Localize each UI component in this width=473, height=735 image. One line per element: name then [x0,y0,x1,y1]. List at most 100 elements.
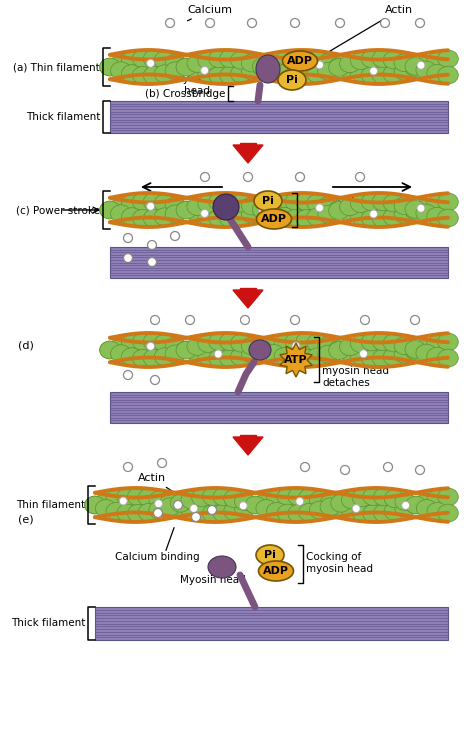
Ellipse shape [307,194,327,212]
Ellipse shape [282,51,317,71]
Ellipse shape [374,504,394,522]
Text: ADP: ADP [263,566,289,576]
Ellipse shape [384,490,405,508]
Ellipse shape [132,193,153,211]
Ellipse shape [285,50,306,68]
Text: (d): (d) [18,340,34,350]
Text: ATP attaches to: ATP attaches to [322,342,403,352]
Ellipse shape [427,347,447,365]
Ellipse shape [174,501,183,509]
Ellipse shape [256,209,291,229]
Ellipse shape [318,197,338,215]
Ellipse shape [111,345,131,362]
Ellipse shape [187,54,208,72]
Text: Thin filament: Thin filament [16,500,85,510]
Ellipse shape [235,492,255,510]
Ellipse shape [416,204,437,222]
Ellipse shape [315,61,324,69]
Ellipse shape [427,207,447,225]
Ellipse shape [318,205,338,223]
Ellipse shape [415,18,424,27]
Ellipse shape [438,193,458,211]
Ellipse shape [85,496,105,514]
Ellipse shape [406,496,426,514]
Ellipse shape [247,18,256,27]
Ellipse shape [235,500,255,517]
Ellipse shape [263,338,284,356]
Ellipse shape [254,191,282,211]
Ellipse shape [244,173,253,182]
Ellipse shape [383,51,404,69]
Ellipse shape [122,334,142,352]
Ellipse shape [147,60,155,68]
Ellipse shape [296,66,316,85]
Ellipse shape [241,197,262,215]
Ellipse shape [369,210,377,218]
Ellipse shape [149,501,169,519]
Ellipse shape [296,193,316,210]
Text: myosin head: myosin head [306,564,373,574]
Ellipse shape [352,489,373,506]
Ellipse shape [340,204,360,222]
Ellipse shape [288,504,308,523]
Ellipse shape [253,59,273,76]
Ellipse shape [361,349,382,367]
Ellipse shape [187,337,208,356]
Ellipse shape [241,62,262,80]
Ellipse shape [285,193,306,211]
Ellipse shape [241,54,262,72]
Bar [110,101,448,133]
Ellipse shape [363,504,384,523]
Ellipse shape [288,487,308,506]
Ellipse shape [165,197,186,215]
Ellipse shape [100,201,120,219]
Ellipse shape [149,491,169,509]
Ellipse shape [219,50,240,68]
Ellipse shape [416,198,437,216]
Ellipse shape [405,202,426,220]
Ellipse shape [394,197,415,215]
Ellipse shape [198,207,219,226]
Ellipse shape [380,18,389,27]
Ellipse shape [100,201,120,219]
Ellipse shape [296,333,316,351]
Ellipse shape [411,315,420,324]
Ellipse shape [315,204,324,212]
Ellipse shape [85,496,105,514]
Text: Myosin head: Myosin head [180,575,246,585]
Ellipse shape [267,503,287,520]
Ellipse shape [190,504,198,512]
Ellipse shape [438,504,458,522]
Ellipse shape [256,55,280,83]
Text: Actin: Actin [138,473,173,492]
Ellipse shape [165,337,186,355]
Ellipse shape [201,66,209,74]
Text: ATP: ATP [284,355,308,365]
Ellipse shape [219,209,240,227]
Ellipse shape [176,201,197,219]
Text: Actin: Actin [323,5,413,56]
Ellipse shape [205,18,214,27]
Ellipse shape [438,333,458,351]
Ellipse shape [296,349,316,368]
Ellipse shape [329,201,349,220]
Polygon shape [280,343,312,377]
Ellipse shape [274,207,295,225]
Ellipse shape [438,349,458,367]
Ellipse shape [438,66,458,84]
Ellipse shape [219,66,240,85]
Ellipse shape [361,333,382,351]
Text: (a) Thin filament: (a) Thin filament [13,62,100,72]
Ellipse shape [352,504,360,512]
Ellipse shape [154,65,175,82]
Ellipse shape [165,54,186,72]
Ellipse shape [123,234,132,243]
Ellipse shape [201,209,209,218]
Ellipse shape [198,348,219,365]
Ellipse shape [111,54,131,72]
Ellipse shape [192,489,212,506]
Ellipse shape [329,340,349,359]
Ellipse shape [383,65,404,83]
Ellipse shape [100,58,120,76]
Text: Cocking of: Cocking of [306,552,361,562]
